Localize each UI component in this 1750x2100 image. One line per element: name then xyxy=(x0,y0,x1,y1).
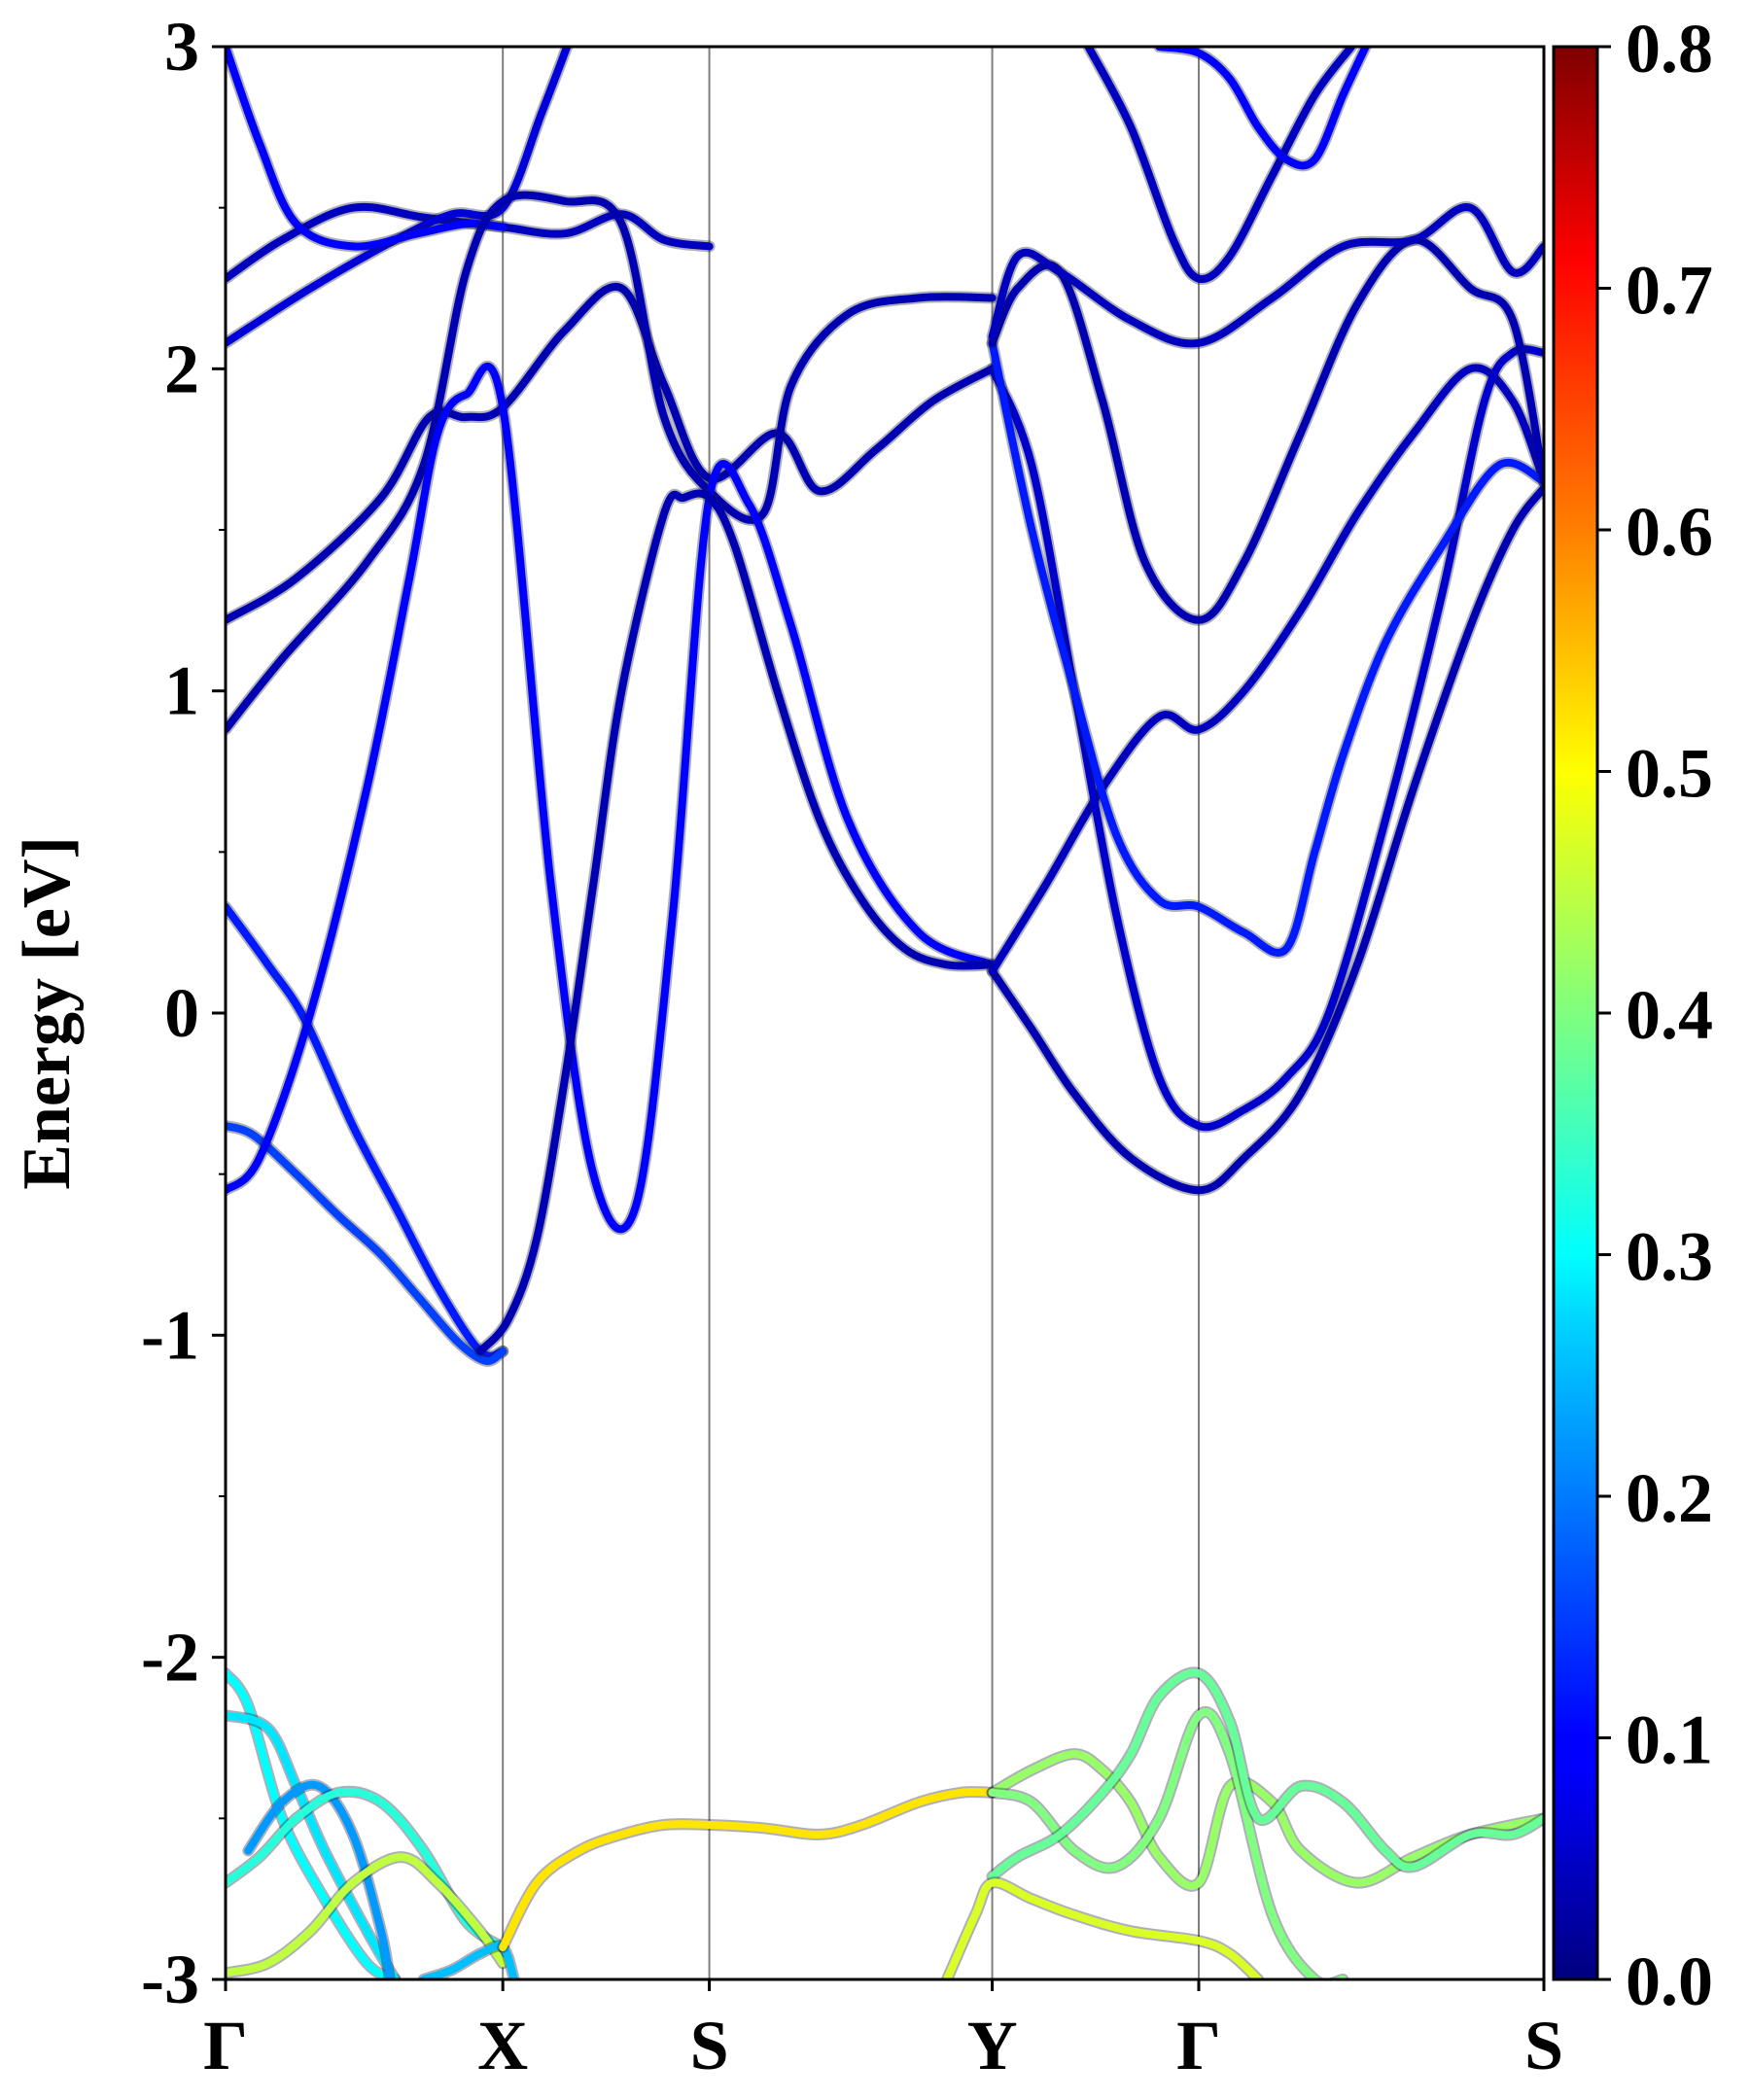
colorbar-tick-label: 0.5 xyxy=(1626,735,1713,813)
band-outline xyxy=(941,1876,1265,1979)
band-c8 xyxy=(226,362,997,1234)
colorbar-ticks: 0.8 0.7 0.6 0.5 0.4 0.3 0.2 0.1 0.0 xyxy=(1597,10,1713,2020)
band-c16 xyxy=(1084,47,1356,284)
band-c17 xyxy=(1155,47,1370,170)
y-tick-label: -2 xyxy=(141,1619,199,1697)
band-v5 xyxy=(226,1853,508,1978)
band-v10 xyxy=(988,1668,1544,1880)
band-c5 xyxy=(226,191,997,734)
x-tick-label: Γ xyxy=(1176,2007,1221,2084)
colorbar-tick-label: 0.7 xyxy=(1626,252,1713,330)
band-v3 xyxy=(244,1780,394,1979)
y-tick-label: 1 xyxy=(164,652,199,730)
band-curves xyxy=(226,47,1544,1979)
colorbar-tick-label: 0.2 xyxy=(1626,1459,1713,1537)
x-tick-label: Y xyxy=(967,2007,1018,2084)
x-tick-label: X xyxy=(477,2007,528,2084)
y-axis-ticks: 3 2 1 0 -1 -2 -3 xyxy=(141,8,226,2018)
band-v8 xyxy=(988,1750,1544,1890)
band-c15 xyxy=(988,203,1544,348)
y-tick-label: 3 xyxy=(164,8,199,86)
colorbar-tick-label: 0.4 xyxy=(1626,976,1713,1054)
high-symmetry-lines xyxy=(502,47,1200,1979)
band-c12 xyxy=(988,345,1544,1132)
band-v6 xyxy=(419,1942,518,1979)
colorbar-tick-label: 0.8 xyxy=(1626,10,1713,88)
band-c10 xyxy=(988,483,1544,1195)
band-v2 xyxy=(226,1711,400,1979)
colorbar-tick-label: 0.6 xyxy=(1626,493,1713,571)
x-tick-label: S xyxy=(690,2007,729,2084)
colorbar xyxy=(1552,45,1599,1981)
band-outline xyxy=(497,1786,998,1953)
x-tick-label: S xyxy=(1524,2007,1563,2084)
y-tick-label: 0 xyxy=(164,974,199,1052)
x-tick-label: Γ xyxy=(203,2007,248,2084)
band-c9 xyxy=(475,489,997,1355)
colorbar-tick-label: 0.1 xyxy=(1626,1701,1713,1779)
y-tick-label: 2 xyxy=(164,330,199,407)
band-c14 xyxy=(988,235,1544,624)
colorbar-tick-label: 0.0 xyxy=(1626,1942,1713,2020)
band-c3 xyxy=(226,47,508,251)
band-outline xyxy=(986,343,1544,1134)
colorbar-tick-label: 0.3 xyxy=(1626,1218,1713,1296)
y-axis-label: Energy [eV] xyxy=(10,836,85,1190)
band-c13 xyxy=(988,338,1544,957)
band-v11 xyxy=(943,1878,1263,1979)
band-c4 xyxy=(226,282,997,624)
band-v4 xyxy=(226,1787,508,1951)
band-v7 xyxy=(499,1788,997,1951)
band-c2 xyxy=(226,47,572,347)
band-c6 xyxy=(226,902,508,1360)
band-c11 xyxy=(988,364,1544,975)
y-tick-label: -1 xyxy=(141,1296,199,1374)
band-v1 xyxy=(226,1669,400,1979)
y-tick-label: -3 xyxy=(141,1941,199,2018)
